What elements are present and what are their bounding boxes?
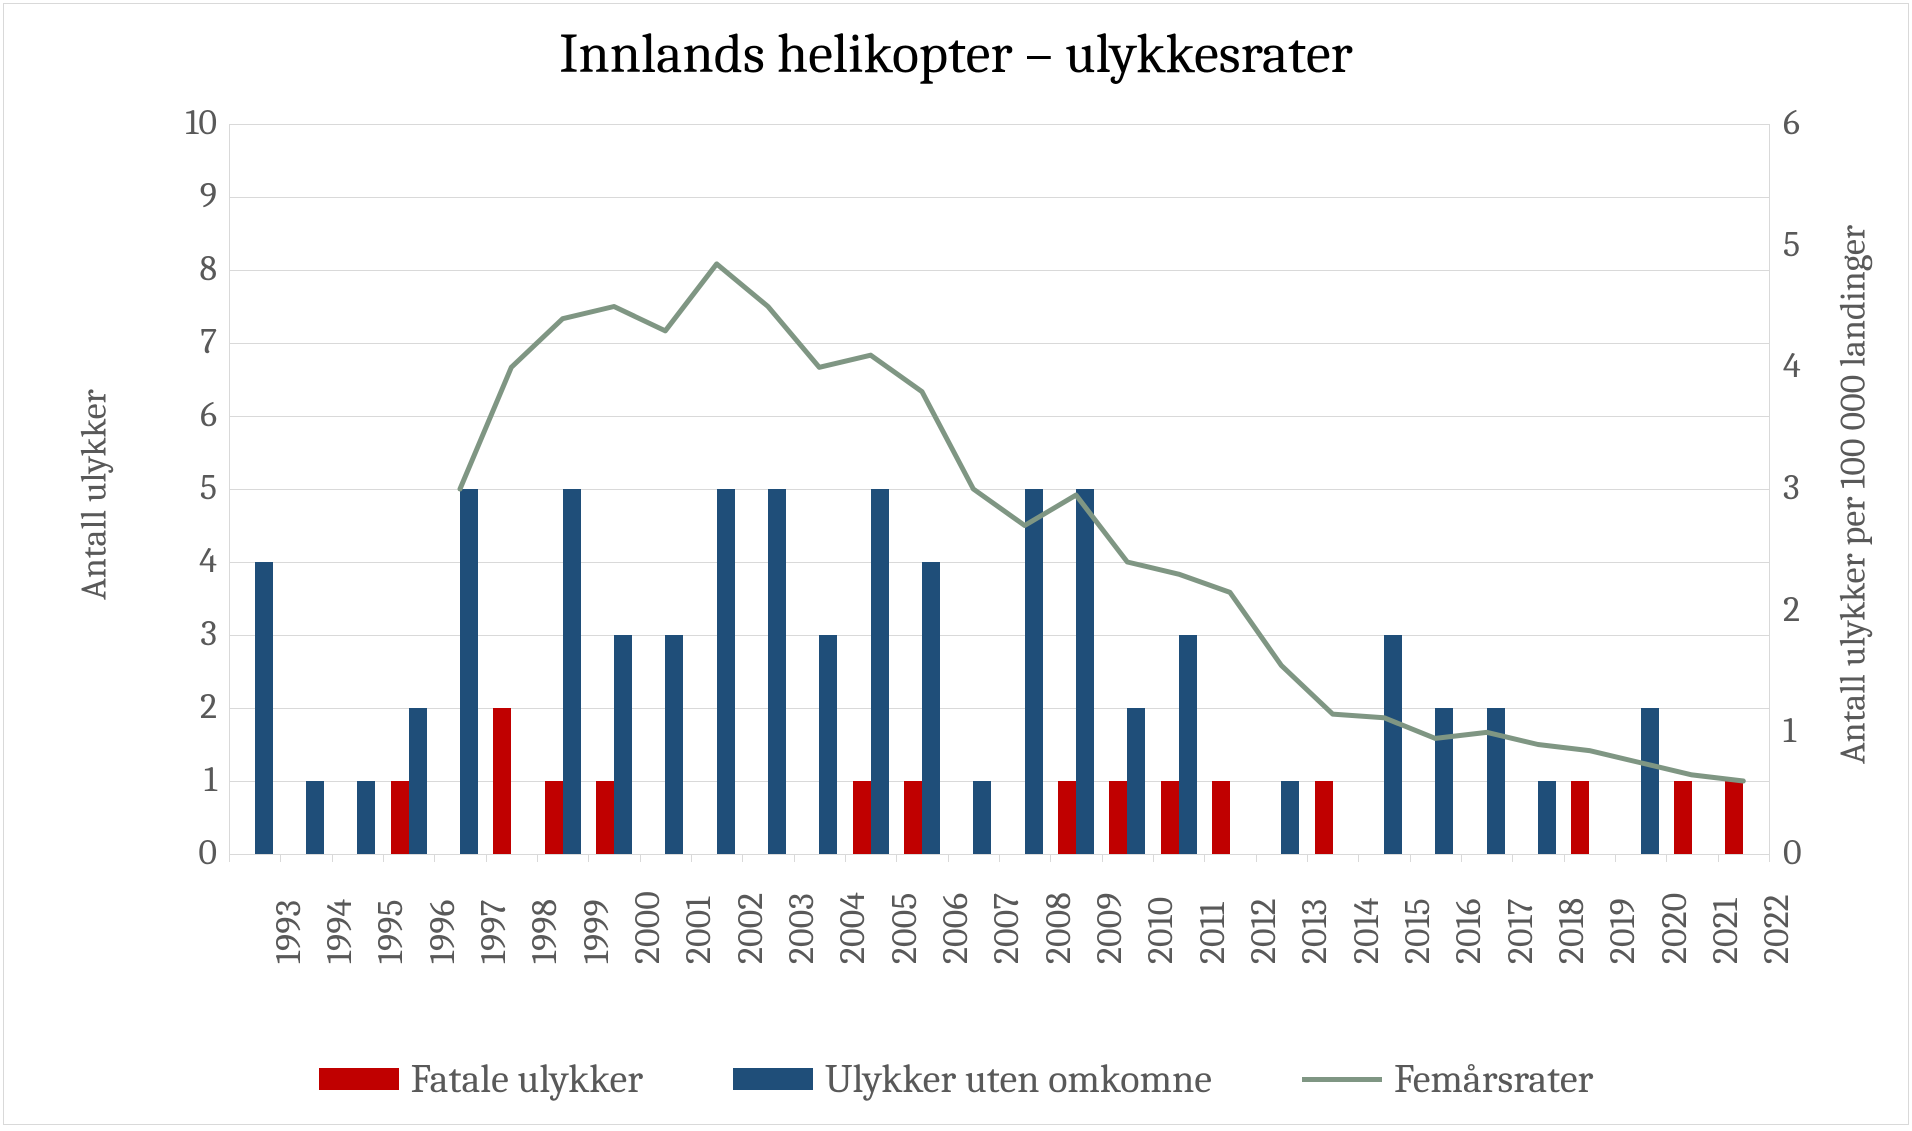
x-tick-label: 1995	[370, 899, 411, 964]
x-tick-label: 2016	[1448, 898, 1489, 964]
x-tick-label: 2017	[1500, 898, 1541, 964]
x-tick-label: 1998	[524, 899, 565, 964]
chart-container: Innlands helikopter – ulykkesrater Antal…	[3, 3, 1909, 1125]
x-tick-label: 2000	[627, 891, 668, 964]
x-tick-label: 2010	[1140, 897, 1181, 964]
x-tick-label: 2002	[730, 893, 771, 964]
legend-line-femaarsrater	[1302, 1077, 1382, 1082]
x-tick-label: 2012	[1243, 898, 1284, 964]
line-femaarsrater	[4, 4, 1779, 864]
legend-item-uten-omkomne: Ulykker uten omkomne	[733, 1056, 1212, 1102]
x-tick-label: 2005	[884, 893, 925, 964]
legend: Fatale ulykker Ulykker uten omkomne Femå…	[4, 1056, 1908, 1102]
y-right-tick-label: 6	[1783, 102, 1843, 143]
y-right-tick-label: 0	[1783, 832, 1843, 873]
x-tick-label: 1999	[576, 899, 617, 964]
x-tick-label: 2004	[832, 892, 873, 964]
x-tick-label: 2022	[1756, 894, 1797, 964]
x-tick-label: 1996	[422, 900, 463, 964]
x-tick-label: 2014	[1346, 898, 1387, 964]
x-tick-label: 2013	[1294, 899, 1335, 964]
x-tick-label: 2011	[1192, 902, 1233, 964]
x-tick-label: 2019	[1602, 898, 1643, 964]
x-tick-label: 2009	[1089, 893, 1130, 964]
x-tick-label: 2008	[1038, 892, 1079, 964]
x-tick-label: 1993	[268, 900, 309, 964]
legend-label-uten-omkomne: Ulykker uten omkomne	[825, 1056, 1212, 1102]
y-right-tick-label: 3	[1783, 467, 1843, 508]
legend-item-fatale: Fatale ulykker	[319, 1056, 643, 1102]
legend-label-femaarsrater: Femårsrater	[1394, 1056, 1593, 1102]
legend-swatch-fatale	[319, 1068, 399, 1090]
x-tick-label: 2018	[1551, 898, 1592, 964]
legend-swatch-uten-omkomne	[733, 1068, 813, 1090]
y-right-tick-label: 1	[1783, 710, 1843, 751]
x-tick-label: 2001	[678, 897, 719, 964]
x-tick-label: 2003	[781, 893, 822, 964]
legend-label-fatale: Fatale ulykker	[411, 1056, 643, 1102]
x-tick-label: 2007	[986, 893, 1027, 964]
x-tick-label: 2021	[1705, 898, 1746, 964]
x-tick-label: 2006	[935, 893, 976, 964]
y-right-tick-label: 2	[1783, 589, 1843, 630]
legend-item-femaarsrater: Femårsrater	[1302, 1056, 1593, 1102]
x-tick-label: 1994	[319, 899, 360, 964]
y-right-tick-label: 4	[1783, 345, 1843, 386]
x-tick-label: 2015	[1397, 898, 1438, 964]
y-right-tick-label: 5	[1783, 224, 1843, 265]
x-tick-label: 1997	[473, 900, 514, 964]
x-tick-label: 2020	[1654, 893, 1695, 964]
